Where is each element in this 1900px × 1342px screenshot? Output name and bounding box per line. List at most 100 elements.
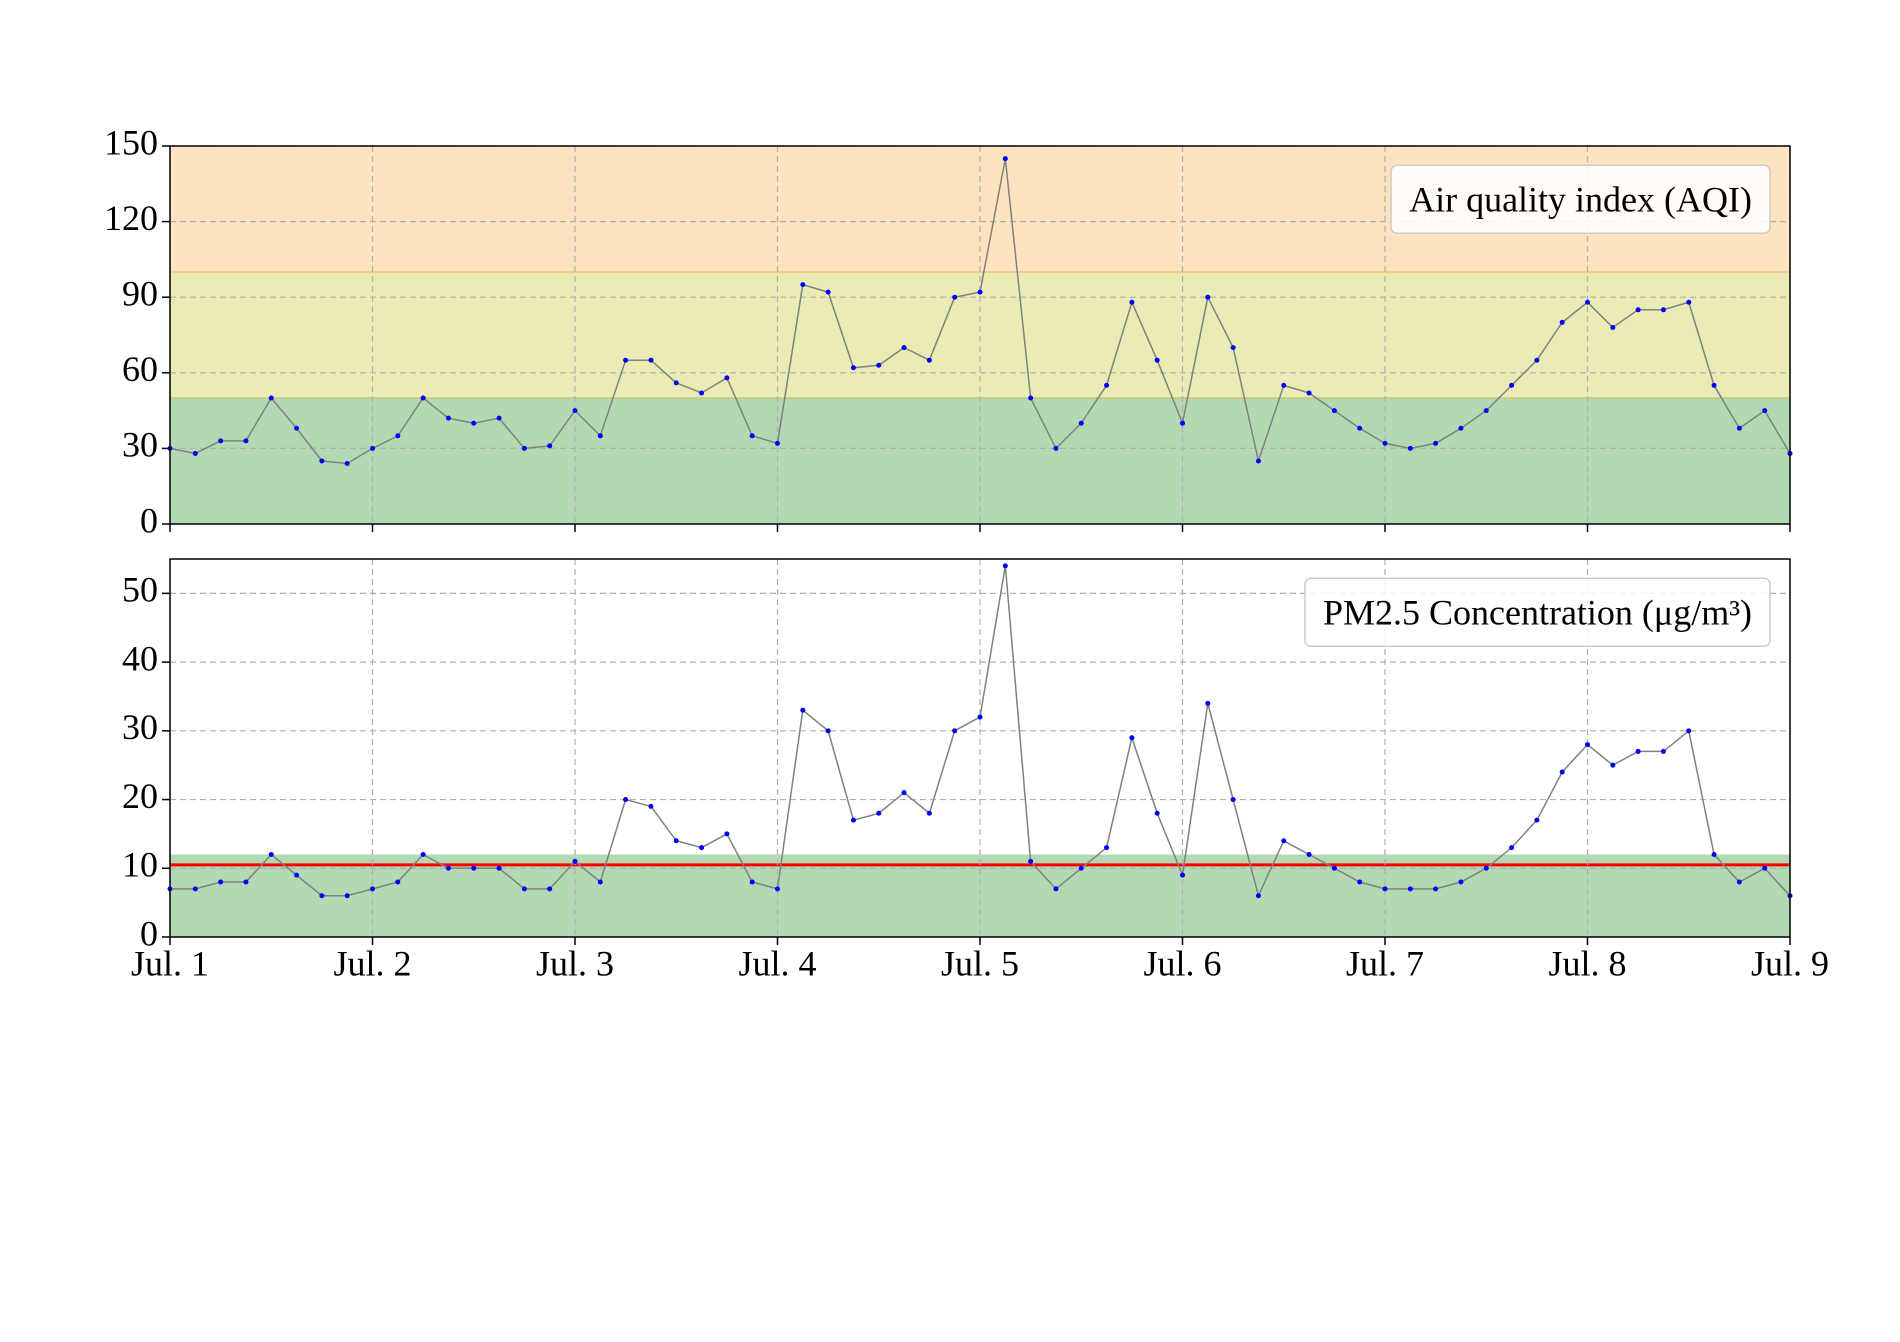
data-point <box>850 817 856 823</box>
data-point <box>572 408 578 414</box>
data-point <box>1483 408 1489 414</box>
data-point <box>1357 879 1363 885</box>
data-point <box>1053 886 1059 892</box>
data-point <box>1382 886 1388 892</box>
data-point <box>673 380 679 386</box>
data-point <box>1483 865 1489 871</box>
data-point <box>1053 445 1059 451</box>
y-tick-label: 30 <box>122 707 158 747</box>
data-point <box>547 886 553 892</box>
data-point <box>800 707 806 713</box>
data-point <box>876 362 882 368</box>
data-point <box>1762 865 1768 871</box>
data-point <box>1736 879 1742 885</box>
data-point <box>775 440 780 446</box>
data-point <box>1002 563 1008 569</box>
data-point <box>648 357 654 363</box>
data-point <box>901 345 907 351</box>
data-point <box>1382 440 1388 446</box>
y-tick-label: 150 <box>104 122 158 162</box>
data-point <box>926 810 932 816</box>
data-point <box>471 420 477 426</box>
data-point <box>547 443 553 449</box>
data-point <box>1205 294 1211 300</box>
y-tick-label: 120 <box>104 198 158 238</box>
data-point <box>623 357 629 363</box>
x-tick-label: Jul. 9 <box>1751 943 1829 983</box>
data-point <box>268 852 274 858</box>
data-point <box>1660 748 1666 754</box>
data-point <box>1154 810 1160 816</box>
data-point <box>623 797 629 803</box>
data-point <box>1407 886 1413 892</box>
data-point <box>243 879 249 885</box>
y-tick-label: 20 <box>122 776 158 816</box>
data-point <box>952 728 958 734</box>
y-tick-label: 50 <box>122 570 158 610</box>
data-point <box>420 852 426 858</box>
data-point <box>749 879 755 885</box>
data-point <box>1509 382 1515 388</box>
y-tick-label: 30 <box>122 425 158 465</box>
data-point <box>1180 420 1185 426</box>
legend-box <box>1390 164 1771 235</box>
data-point <box>319 893 325 899</box>
data-point <box>1433 440 1439 446</box>
plot-frame <box>169 558 1791 938</box>
data-point <box>1711 382 1717 388</box>
data-point <box>1104 845 1110 851</box>
legend-label: PM2.5 Concentration (μg/m³) <box>1323 592 1752 632</box>
data-point <box>218 879 224 885</box>
data-point <box>1028 395 1034 401</box>
data-point <box>749 433 755 439</box>
data-point <box>1078 865 1084 871</box>
data-point <box>1255 893 1261 899</box>
data-point <box>243 438 249 444</box>
data-point <box>1306 390 1312 396</box>
data-point <box>521 445 527 451</box>
data-point <box>1331 865 1337 871</box>
data-point <box>1407 445 1413 451</box>
y-tick-label: 60 <box>122 349 158 389</box>
data-point <box>1610 762 1616 768</box>
data-point <box>1610 324 1616 330</box>
data-point <box>1104 382 1110 388</box>
data-point <box>1458 425 1464 431</box>
data-point <box>1458 879 1464 885</box>
data-point <box>496 415 502 421</box>
data-point <box>1736 425 1742 431</box>
data-point <box>1635 748 1641 754</box>
data-point <box>952 294 958 300</box>
data-point <box>1585 742 1590 748</box>
data-point <box>1078 420 1084 426</box>
data-point <box>1180 872 1185 878</box>
x-tick-label: Jul. 3 <box>536 943 614 983</box>
data-point <box>977 714 983 720</box>
data-point <box>1129 299 1135 305</box>
legend-label: Air quality index (AQI) <box>1409 179 1752 219</box>
y-tick-label: 40 <box>122 638 158 678</box>
data-point <box>294 425 300 431</box>
y-tick-label: 0 <box>140 500 158 540</box>
data-point <box>699 845 705 851</box>
data-point <box>648 803 654 809</box>
data-point <box>1255 458 1261 464</box>
data-point <box>825 289 831 295</box>
data-point <box>699 390 705 396</box>
x-tick-label: Jul. 4 <box>738 943 816 983</box>
legend-box <box>1304 577 1771 648</box>
data-point <box>1306 852 1312 858</box>
data-point <box>268 395 274 401</box>
data-point <box>192 450 198 456</box>
data-point <box>825 728 831 734</box>
data-point <box>1585 299 1590 305</box>
data-point <box>876 810 882 816</box>
data-point <box>1509 845 1515 851</box>
data-point <box>471 865 477 871</box>
data-point <box>977 289 983 295</box>
data-point <box>1762 408 1768 414</box>
data-point <box>775 886 780 892</box>
data-point <box>344 461 350 467</box>
data-point <box>370 886 375 892</box>
data-point <box>1002 156 1008 162</box>
